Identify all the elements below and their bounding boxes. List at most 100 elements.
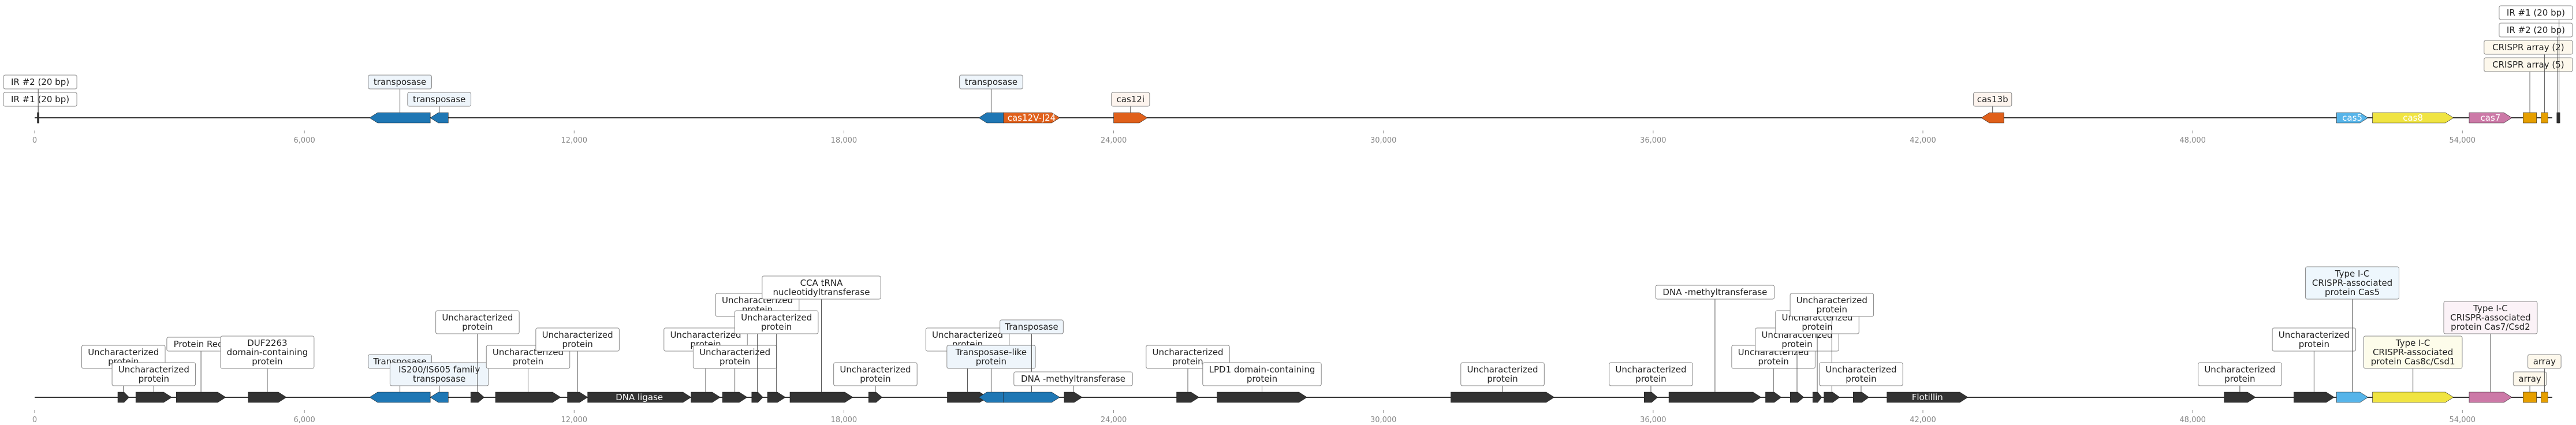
gene-label-box: [111, 362, 196, 386]
gene-feature: [430, 112, 449, 124]
gene-label: CCA tRNA nucleotidyltransferase: [773, 278, 870, 297]
gene-feature: [2469, 112, 2512, 124]
gene-feature: [1668, 392, 1762, 403]
gene-feature: [2558, 112, 2560, 124]
gene-label-box: [407, 92, 472, 107]
gene-label-box: [3, 74, 77, 90]
gene-feature: [470, 392, 485, 403]
axis-tick-label: 24,000: [1101, 416, 1127, 424]
gene-label-box: [2499, 23, 2573, 38]
gene-label-box: [1460, 362, 1545, 386]
gene-feature: [2469, 392, 2512, 403]
gene-label: DNA -methyltransferase: [1021, 374, 1125, 384]
gene-label: Uncharacterized protein: [1825, 364, 1896, 384]
gene-feature: [2372, 392, 2454, 403]
gene-feature: [495, 392, 561, 403]
gene-label: Uncharacterized protein: [2279, 330, 2350, 349]
gene-feature: [978, 392, 1004, 403]
gene-feature: [135, 392, 173, 403]
gene-label: Type I-C CRISPR-associated protein Cas7/Cs…: [2450, 303, 2530, 332]
gene-feature: [117, 392, 129, 403]
gene-feature: [1887, 392, 1969, 403]
axis-tick-label: 54,000: [2450, 136, 2476, 145]
gene-label: Uncharacterized protein: [442, 312, 513, 332]
axis-tick-label: 42,000: [1910, 416, 1936, 424]
gene-label: Transposase-like protein: [955, 347, 1027, 367]
gene-label-box: [2499, 5, 2573, 20]
axis-tick-label: 0: [32, 416, 37, 424]
gene-label: Type I-C CRISPR-associated protein Cas8c/C…: [2371, 338, 2455, 367]
gene-label: Uncharacterized protein: [542, 330, 613, 349]
gene-label: Protein RecA: [174, 339, 229, 349]
gene-label: IR #1 (20 bp): [2507, 8, 2565, 18]
gene-label-box: [734, 310, 819, 334]
gene-label-box: [2198, 362, 2282, 386]
gene-feature: [978, 112, 1004, 124]
top-track: 0 6,000 12,000 18,000 24,000 30,000 36,000 42,0…: [3, 5, 2573, 145]
axis-tick-label: 12,000: [561, 416, 588, 424]
gene-inline-label: Flotillin: [1912, 392, 1943, 402]
gene-label-box: [1111, 92, 1150, 107]
gene-inline-label: cas7: [2481, 113, 2501, 123]
gene-inline-label: DNA ligase: [616, 392, 663, 402]
gene-feature: [1765, 392, 1782, 403]
gene-label-box: [2527, 354, 2562, 369]
gene-label: LPD1 domain-containing protein: [1209, 364, 1315, 384]
gene-feature: [567, 392, 588, 403]
gene-feature: [2294, 392, 2335, 403]
gene-label-box: [2363, 335, 2463, 369]
gene-label-box: [833, 362, 918, 386]
gene-label: CRISPR array (5): [2492, 59, 2564, 70]
gene-inline-label: cas8: [2403, 113, 2423, 123]
gene-label-box: [368, 74, 432, 90]
axis-tick-label: 36,000: [1640, 136, 1667, 145]
gene-label-box: [3, 92, 77, 107]
gene-label-box: [2512, 371, 2547, 386]
gene-feature: [1217, 392, 1307, 403]
gene-label: Uncharacterized protein: [2204, 364, 2275, 384]
gene-feature: [248, 392, 287, 403]
gene-label: Uncharacterized protein: [699, 347, 770, 367]
gene-feature: [1064, 392, 1083, 403]
gene-label-box: [2272, 327, 2357, 352]
gene-feature: [2541, 112, 2548, 124]
gene-label-box: [535, 327, 620, 352]
gene-label: DNA -methyltransferase: [1662, 287, 1767, 297]
gene-label-box: [2484, 57, 2573, 72]
gene-label: IR #2 (20 bp): [2507, 25, 2565, 35]
gene-feature: [37, 112, 39, 124]
gene-label-box: [2443, 301, 2538, 334]
gene-label: IS200/IS605 family transposase: [398, 364, 480, 384]
gene-feature: [587, 392, 692, 403]
gene-label-box: [1609, 362, 1693, 386]
gene-label: Uncharacterized protein: [1467, 364, 1538, 384]
gene-label-box: [1973, 92, 2012, 107]
gene-feature: [1643, 392, 1658, 403]
gene-inline-label: cas5: [2342, 113, 2362, 123]
axis-tick-label: 12,000: [561, 136, 588, 145]
gene-label: Type I-C CRISPR-associated protein Cas5: [2312, 269, 2392, 297]
axis-tick-label: 0: [32, 136, 37, 145]
gene-label: cas12i: [1117, 94, 1145, 105]
gene-feature: [1113, 112, 1148, 124]
gene-label: transposase: [965, 77, 1017, 87]
axis-tick-label: 24,000: [1101, 136, 1127, 145]
axis-tick-label: 18,000: [831, 416, 858, 424]
gene-feature: [1812, 392, 1822, 403]
gene-label-box: [1202, 362, 1322, 386]
gene-label: array: [2518, 374, 2541, 384]
gene-feature: [369, 112, 431, 124]
axis-tick-label: 6,000: [294, 416, 315, 424]
gene-feature: [1981, 112, 2004, 124]
bottom-track: 0 6,000 12,000 18,000 24,000 30,000 36,000 42,0…: [32, 266, 2562, 424]
axis-tick-label: 36,000: [1640, 416, 1667, 424]
gene-feature: [722, 392, 748, 403]
gene-feature: [176, 392, 226, 403]
gene-label: Uncharacterized protein: [1615, 364, 1686, 384]
gene-feature: [1176, 392, 1200, 403]
gene-feature: [868, 392, 883, 403]
gene-label: IR #2 (20 bp): [11, 77, 69, 87]
gene-label-box: [1655, 285, 1775, 300]
gene-label-box: [946, 345, 1036, 369]
